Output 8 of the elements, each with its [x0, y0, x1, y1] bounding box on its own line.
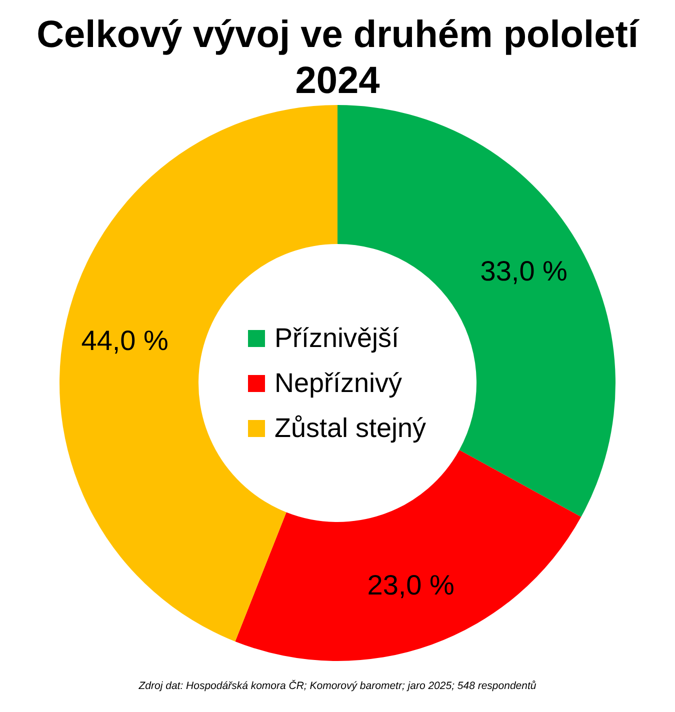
data-label: 33,0 %	[480, 256, 568, 287]
legend-label: Nepříznivý	[274, 368, 402, 398]
legend-label: Příznivější	[274, 322, 400, 354]
data-label: 44,0 %	[81, 325, 168, 356]
legend-label: Zůstal stejný	[274, 412, 426, 444]
chart-title: Celkový vývoj ve druhém pololetí 2024	[36, 13, 640, 104]
data-label: 23,0 %	[367, 569, 454, 600]
text: Zdroj dat: Hospodářská komora ČR; Komorový barometr; jaro 2025; 548 respondentů	[138, 680, 538, 692]
